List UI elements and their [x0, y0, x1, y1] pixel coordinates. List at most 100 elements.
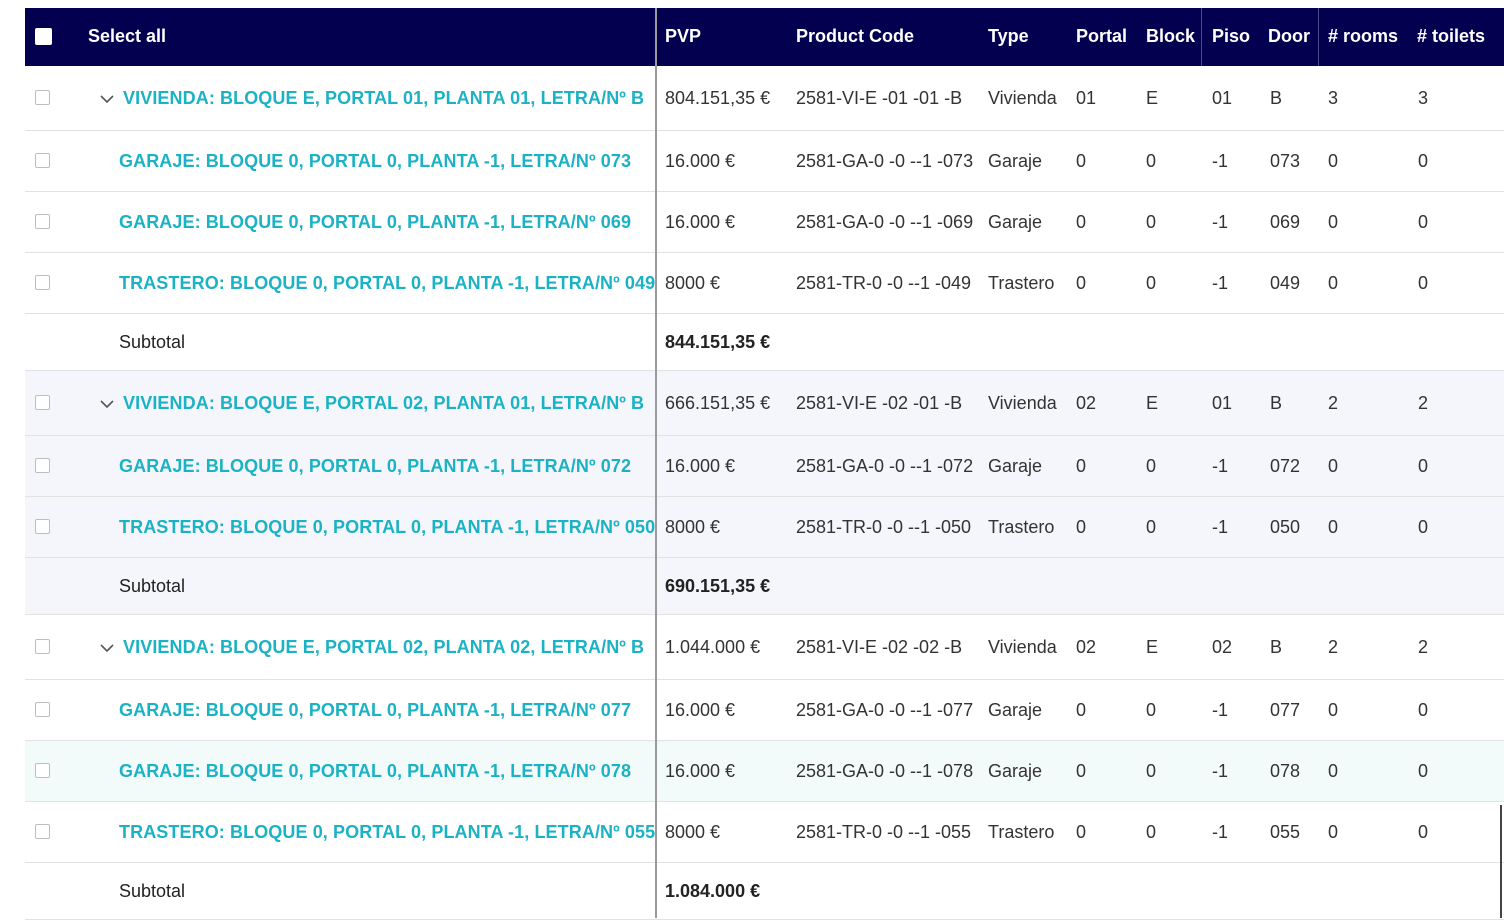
door-cell: B [1270, 636, 1283, 657]
toilets-cell: 2 [1418, 636, 1429, 657]
product-name-link[interactable]: TRASTERO: BLOQUE 0, PORTAL 0, PLANTA -1,… [119, 516, 656, 537]
header-piso[interactable]: Piso [1212, 26, 1251, 46]
header-toilets[interactable]: # toilets [1417, 26, 1486, 46]
header-door[interactable]: Door [1268, 26, 1310, 46]
product-name-link[interactable]: GARAJE: BLOQUE 0, PORTAL 0, PLANTA -1, L… [119, 760, 632, 781]
product-name-link[interactable]: GARAJE: BLOQUE 0, PORTAL 0, PLANTA -1, L… [119, 455, 632, 476]
pvp-cell: 16.000 € [665, 150, 736, 171]
door-cell: B [1270, 87, 1283, 108]
product-code-cell: 2581-TR-0 -0 --1 -050 [796, 516, 972, 537]
product-name-link[interactable]: VIVIENDA: BLOQUE E, PORTAL 02, PLANTA 02… [123, 636, 645, 657]
piso-cell: -1 [1212, 699, 1229, 720]
block-cell: E [1146, 392, 1159, 413]
portal-cell: 02 [1076, 636, 1097, 657]
child-row[interactable]: TRASTERO: BLOQUE 0, PORTAL 0, PLANTA -1,… [25, 253, 1504, 314]
header-product-code[interactable]: Product Code [796, 26, 915, 46]
piso-cell: -1 [1212, 760, 1229, 781]
child-row[interactable]: GARAJE: BLOQUE 0, PORTAL 0, PLANTA -1, L… [25, 131, 1504, 192]
header-select-all[interactable]: Select all [88, 26, 167, 46]
toilets-cell: 0 [1418, 821, 1429, 842]
toilets-cell: 2 [1418, 392, 1429, 413]
subtotal-value: 1.084.000 € [665, 880, 761, 901]
rooms-cell: 0 [1328, 150, 1339, 171]
row-checkbox[interactable] [35, 639, 50, 654]
child-row[interactable]: GARAJE: BLOQUE 0, PORTAL 0, PLANTA -1, L… [25, 680, 1504, 741]
product-name-link[interactable]: TRASTERO: BLOQUE 0, PORTAL 0, PLANTA -1,… [119, 821, 656, 842]
subtotal-row: Subtotal 1.084.000 € [25, 863, 1504, 920]
type-cell: Trastero [988, 272, 1055, 293]
block-cell: 0 [1146, 272, 1157, 293]
chevron-down-icon[interactable] [99, 640, 115, 656]
portal-cell: 0 [1076, 760, 1087, 781]
child-row[interactable]: TRASTERO: BLOQUE 0, PORTAL 0, PLANTA -1,… [25, 802, 1504, 863]
row-checkbox[interactable] [35, 275, 50, 290]
piso-cell: 02 [1212, 636, 1233, 657]
toilets-cell: 0 [1418, 211, 1429, 232]
chevron-down-icon[interactable] [99, 396, 115, 412]
product-name-link[interactable]: GARAJE: BLOQUE 0, PORTAL 0, PLANTA -1, L… [119, 699, 632, 720]
block-cell: 0 [1146, 455, 1157, 476]
row-checkbox[interactable] [35, 90, 50, 105]
product-name-link[interactable]: GARAJE: BLOQUE 0, PORTAL 0, PLANTA -1, L… [119, 211, 632, 232]
header-portal[interactable]: Portal [1076, 26, 1128, 46]
type-cell: Vivienda [988, 87, 1057, 108]
rooms-cell: 3 [1328, 87, 1339, 108]
block-cell: E [1146, 87, 1159, 108]
scrollbar[interactable] [1500, 805, 1502, 918]
block-cell: 0 [1146, 211, 1157, 232]
header-separator [1318, 8, 1319, 66]
row-checkbox[interactable] [35, 214, 50, 229]
header-block[interactable]: Block [1146, 26, 1196, 46]
parent-row[interactable]: VIVIENDA: BLOQUE E, PORTAL 02, PLANTA 01… [25, 371, 1504, 436]
block-cell: 0 [1146, 699, 1157, 720]
portal-cell: 0 [1076, 211, 1087, 232]
pvp-cell: 16.000 € [665, 211, 736, 232]
product-name-link[interactable]: VIVIENDA: BLOQUE E, PORTAL 01, PLANTA 01… [123, 87, 645, 108]
door-cell: 069 [1270, 211, 1301, 232]
pvp-cell: 16.000 € [665, 699, 736, 720]
row-checkbox[interactable] [35, 824, 50, 839]
subtotal-value: 690.151,35 € [665, 575, 771, 596]
row-checkbox[interactable] [35, 519, 50, 534]
rooms-cell: 0 [1328, 516, 1339, 537]
door-cell: 078 [1270, 760, 1301, 781]
product-name-link[interactable]: TRASTERO: BLOQUE 0, PORTAL 0, PLANTA -1,… [119, 272, 656, 293]
product-code-cell: 2581-GA-0 -0 --1 -072 [796, 455, 974, 476]
rooms-cell: 0 [1328, 760, 1339, 781]
door-cell: 049 [1270, 272, 1301, 293]
product-code-cell: 2581-VI-E -02 -01 -B [796, 392, 963, 413]
header-type[interactable]: Type [988, 26, 1029, 46]
child-row[interactable]: TRASTERO: BLOQUE 0, PORTAL 0, PLANTA -1,… [25, 497, 1504, 558]
header-rooms[interactable]: # rooms [1328, 26, 1399, 46]
chevron-down-icon[interactable] [99, 91, 115, 107]
pvp-cell: 8000 € [665, 272, 721, 293]
child-row[interactable]: GARAJE: BLOQUE 0, PORTAL 0, PLANTA -1, L… [25, 192, 1504, 253]
block-cell: 0 [1146, 150, 1157, 171]
child-row[interactable]: GARAJE: BLOQUE 0, PORTAL 0, PLANTA -1, L… [25, 741, 1504, 802]
row-checkbox[interactable] [35, 153, 50, 168]
product-code-cell: 2581-GA-0 -0 --1 -077 [796, 699, 974, 720]
subtotal-value: 844.151,35 € [665, 331, 771, 352]
child-row[interactable]: GARAJE: BLOQUE 0, PORTAL 0, PLANTA -1, L… [25, 436, 1504, 497]
pvp-cell: 804.151,35 € [665, 87, 771, 108]
toilets-cell: 0 [1418, 455, 1429, 476]
toilets-cell: 3 [1418, 87, 1429, 108]
pvp-cell: 8000 € [665, 821, 721, 842]
product-name-link[interactable]: GARAJE: BLOQUE 0, PORTAL 0, PLANTA -1, L… [119, 150, 632, 171]
select-all-checkbox[interactable] [35, 28, 52, 45]
portal-cell: 0 [1076, 150, 1087, 171]
row-checkbox[interactable] [35, 763, 50, 778]
row-checkbox[interactable] [35, 395, 50, 410]
type-cell: Vivienda [988, 392, 1057, 413]
row-checkbox[interactable] [35, 702, 50, 717]
row-checkbox[interactable] [35, 458, 50, 473]
parent-row[interactable]: VIVIENDA: BLOQUE E, PORTAL 01, PLANTA 01… [25, 66, 1504, 131]
header-pvp[interactable]: PVP [665, 26, 702, 46]
product-name-link[interactable]: VIVIENDA: BLOQUE E, PORTAL 02, PLANTA 01… [123, 392, 645, 413]
portal-cell: 0 [1076, 272, 1087, 293]
pvp-cell: 16.000 € [665, 760, 736, 781]
parent-row[interactable]: VIVIENDA: BLOQUE E, PORTAL 02, PLANTA 02… [25, 615, 1504, 680]
pinned-column-divider[interactable] [655, 8, 657, 918]
block-cell: 0 [1146, 516, 1157, 537]
piso-cell: -1 [1212, 455, 1229, 476]
